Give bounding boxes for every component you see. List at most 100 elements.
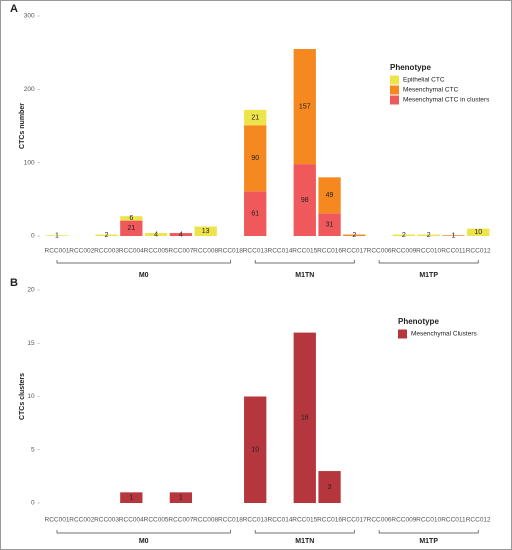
group-label: M0 (139, 538, 149, 545)
x-tick-label: RCC006 (367, 517, 392, 524)
x-tick-label: RCC004 (119, 517, 144, 524)
x-tick-label: RCC006 (367, 248, 392, 255)
y-axis-label: CTCs clusters (19, 373, 26, 420)
group-bracket (378, 530, 479, 534)
value-label: 1 (55, 232, 59, 239)
x-tick-label: RCC015 (292, 517, 317, 524)
value-label: 21 (251, 114, 259, 121)
value-label: 2 (427, 232, 431, 239)
x-tick-label: RCC007 (168, 248, 193, 255)
legend-label: Mesenchymal CTC (403, 87, 459, 94)
value-label: 10 (474, 229, 482, 236)
x-tick-label: RCC011 (441, 248, 466, 255)
bar (392, 234, 416, 236)
value-label: 1 (179, 495, 183, 502)
x-tick-label: RCC013 (243, 517, 268, 524)
x-tick-label: RCC014 (268, 517, 293, 524)
x-tick-label: RCC009 (391, 517, 416, 524)
value-label: 49 (326, 192, 334, 199)
bar (442, 235, 465, 236)
y-tick-label: 100 (24, 159, 35, 166)
value-label: 13 (202, 228, 210, 235)
x-tick-label: RCC011 (441, 517, 466, 524)
bar (144, 233, 168, 236)
value-label: 90 (251, 155, 259, 162)
x-tick-label: RCC003 (94, 517, 119, 524)
x-tick-label: RCC017 (342, 248, 367, 255)
bar (318, 177, 341, 214)
bar (169, 492, 193, 503)
y-tick-label: 300 (24, 13, 35, 20)
bar (343, 234, 366, 236)
value-label: 2 (352, 232, 356, 239)
x-tick-label: RCC003 (94, 248, 119, 255)
legend-swatch (390, 75, 399, 85)
y-axis-label: CTCs number (19, 103, 26, 149)
x-tick-label: RCC012 (466, 517, 491, 524)
value-label: 10 (251, 447, 259, 454)
value-label: 4 (179, 231, 183, 238)
group-label: M1TP (419, 538, 438, 545)
legend-swatch (390, 85, 399, 95)
bar (318, 213, 341, 236)
value-label: 98 (301, 197, 309, 204)
y-tick-label: 10 (27, 393, 35, 400)
bar (244, 396, 267, 503)
value-label: 157 (299, 103, 311, 110)
x-tick-label: RCC005 (144, 248, 169, 255)
value-label: 3 (328, 484, 332, 491)
bar (417, 234, 440, 236)
group-bracket (56, 260, 231, 264)
x-tick-label: RCC012 (466, 248, 491, 255)
value-label: 4 (154, 231, 158, 238)
y-tick-label: 20 (27, 287, 35, 294)
bar (293, 49, 316, 165)
group-label: M1TP (419, 272, 438, 279)
bar (318, 471, 341, 503)
group-label: M1TN (295, 538, 314, 545)
x-tick-label: RCC002 (69, 517, 94, 524)
legend-label: Epithelial CTC (403, 77, 445, 84)
x-tick-label: RCC009 (391, 248, 416, 255)
x-tick-label: RCC010 (416, 248, 441, 255)
x-tick-label: RCC007 (168, 517, 193, 524)
bar (45, 235, 69, 236)
value-label: 31 (326, 221, 334, 228)
value-label: 6 (129, 215, 133, 222)
y-tick-label: 0 (31, 500, 35, 507)
x-tick-label: RCC001 (45, 517, 70, 524)
legend-label: Mesenchymal CTC in clusters (403, 97, 490, 104)
x-tick-label: RCC018 (218, 517, 243, 524)
value-label: 21 (127, 225, 135, 232)
legend-label: Mesenchymal Clusters (411, 331, 477, 338)
x-tick-label: RCC005 (144, 517, 169, 524)
x-tick-label: RCC018 (218, 248, 243, 255)
bar (120, 220, 143, 236)
bar (244, 109, 267, 126)
x-tick-label: RCC008 (193, 248, 218, 255)
bar (467, 228, 490, 236)
x-tick-label: RCC002 (69, 248, 94, 255)
bar (120, 492, 143, 503)
bar (169, 233, 193, 236)
group-bracket (254, 260, 355, 264)
x-tick-label: RCC013 (243, 248, 268, 255)
bar (95, 234, 118, 236)
bar (293, 332, 316, 503)
x-tick-label: RCC008 (193, 517, 218, 524)
x-tick-label: RCC015 (292, 248, 317, 255)
group-bracket (254, 530, 355, 534)
y-tick-label: 5 (31, 446, 35, 453)
y-tick-label: 15 (27, 340, 35, 347)
x-tick-label: RCC016 (317, 248, 342, 255)
y-tick-label: 0 (31, 233, 35, 240)
value-label: 2 (402, 232, 406, 239)
bar (194, 226, 217, 236)
legend-title: Phenotype (398, 317, 439, 326)
x-tick-label: RCC004 (119, 248, 144, 255)
bar (120, 216, 143, 221)
legend-swatch (398, 329, 407, 339)
bar (244, 125, 267, 192)
panel-label: B (10, 277, 18, 289)
